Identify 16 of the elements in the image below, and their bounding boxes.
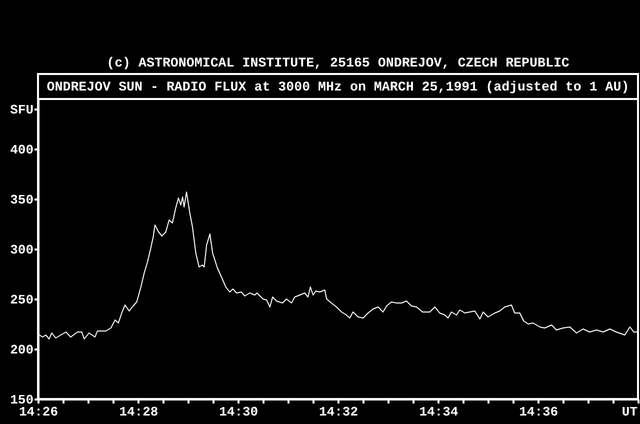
chart-subtitle: ONDREJOV SUN - RADIO FLUX at 3000 MHz on MARCH 25,1991 (adjusted to 1 AU) [46,80,630,95]
y-tick-label: 350 [10,192,34,208]
y-axis-title: SFU [10,102,34,118]
chart-title: (c) ASTRONOMICAL INSTITUTE, 25165 ONDREJOV, CZECH REPUBLIC [106,55,570,70]
x-tick-label: 14:36 [519,404,558,420]
x-tick-label: 14:28 [119,404,158,420]
x-axis-title: UT [622,404,638,420]
y-tick-label: 200 [10,342,34,358]
y-tick-label: 250 [10,292,34,308]
y-tick-label: 400 [10,142,34,158]
x-tick-label: 14:30 [219,404,258,420]
x-tick-label: 14:34 [419,404,458,420]
y-tick-label: 150 [10,392,34,408]
y-tick-label: 300 [10,242,34,258]
x-tick-label: 14:32 [318,404,358,420]
x-tick-label: 14:26 [18,404,58,420]
